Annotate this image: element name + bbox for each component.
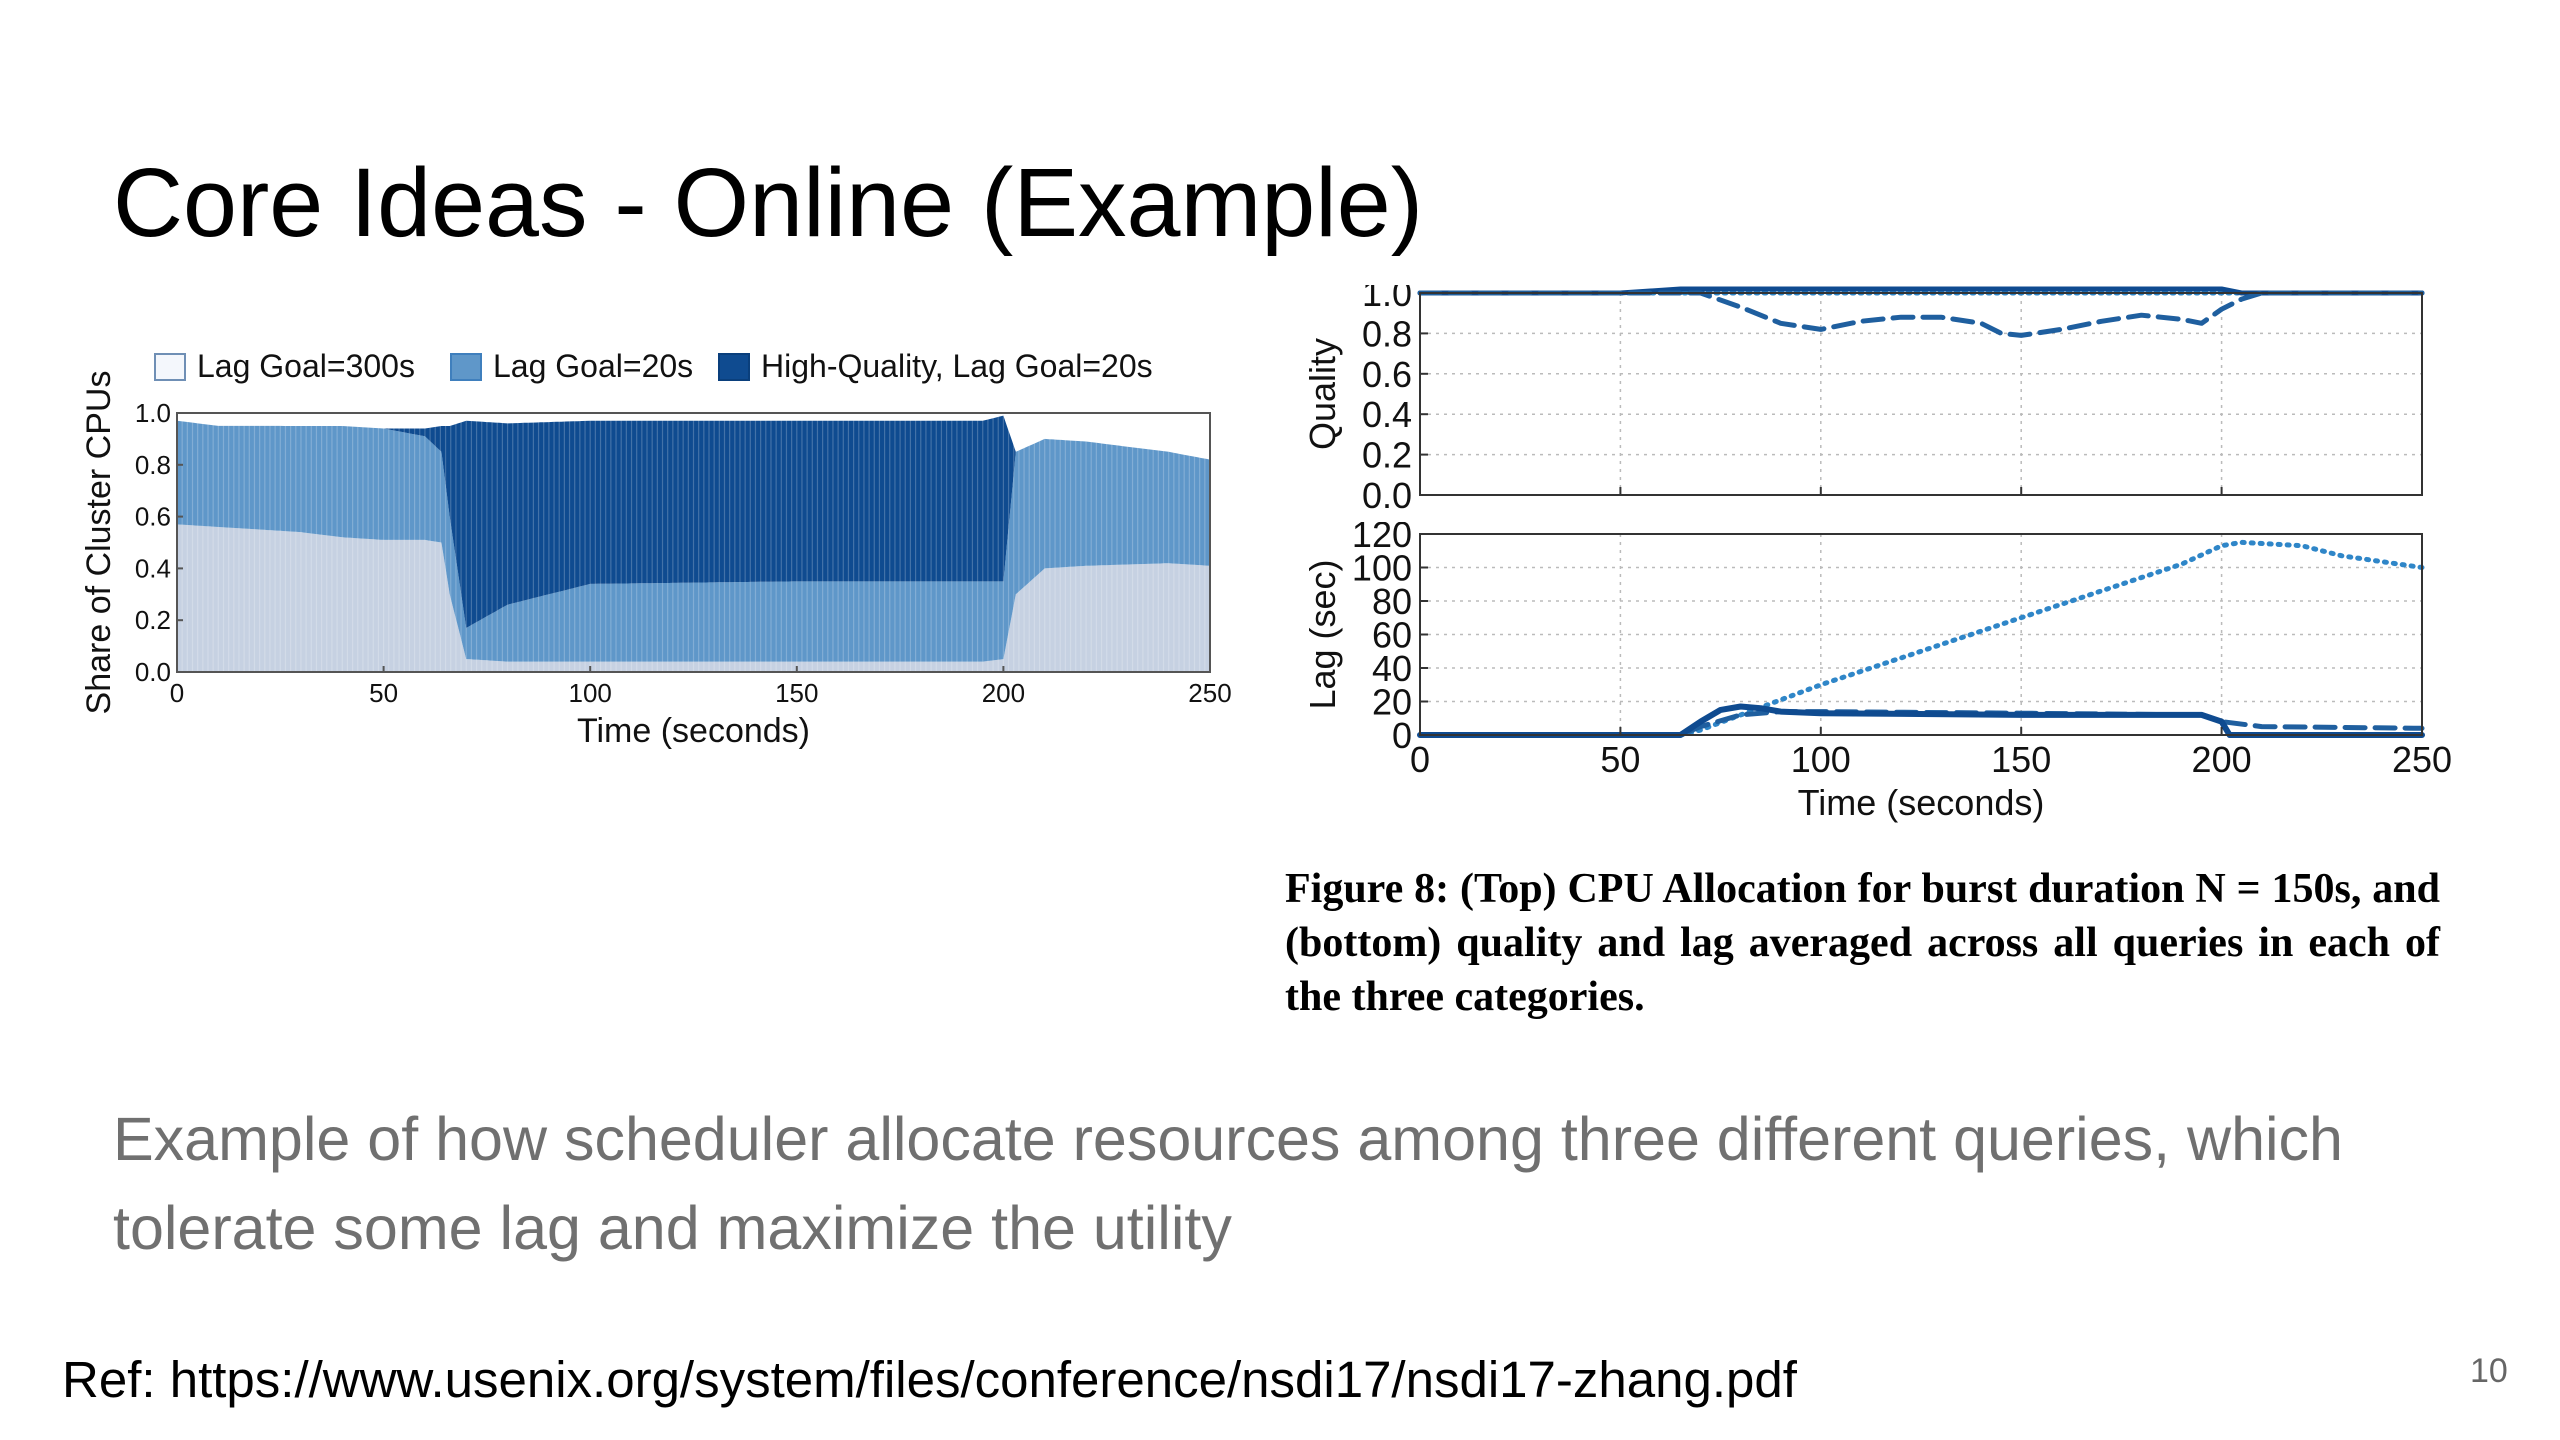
area-lag-goal-300s <box>177 524 1210 672</box>
y-tick-label: 120 <box>1352 522 1412 555</box>
lag-line-high-quality <box>1417 703 2425 738</box>
x-tick-label: 0 <box>1410 739 1430 780</box>
legend-entry: High-Quality, Lag Goal=20s <box>761 348 1153 384</box>
cpu-allocation-chart: Lag Goal=300s Lag Goal=20s High-Quality, L… <box>80 348 1232 750</box>
figure-caption: Figure 8: (Top) CPU Allocation for burst… <box>1285 866 2440 1020</box>
quality-chart: 0.00.20.40.60.81.0 Quality <box>1302 285 2425 510</box>
y-axis-label: Quality <box>1302 338 1343 450</box>
y-tick-label: 100 <box>1352 548 1412 589</box>
y-tick-label: 0.0 <box>135 657 171 687</box>
slide-title: Core Ideas - Online (Example) <box>113 148 1424 257</box>
legend-entry: Lag Goal=300s <box>197 348 415 384</box>
y-tick-label: 40 <box>1372 648 1412 689</box>
x-tick-label: 150 <box>1991 739 2051 780</box>
y-axis-label: Lag (sec) <box>1302 559 1343 709</box>
x-tick-label: 0 <box>170 678 184 708</box>
y-tick-label: 0.6 <box>1362 354 1412 395</box>
reference-link[interactable]: Ref: https://www.usenix.org/system/files… <box>62 1351 1797 1408</box>
legend-entry: Lag Goal=20s <box>493 348 693 384</box>
y-tick-label: 0.4 <box>135 553 171 583</box>
plot-frame <box>1419 292 2423 496</box>
y-tick-label: 0 <box>1392 715 1412 756</box>
area-lag-goal-20s <box>177 420 1210 662</box>
y-tick-label: 1.0 <box>135 398 171 428</box>
legend-swatch <box>450 353 482 381</box>
y-tick-label: 80 <box>1372 581 1412 622</box>
plot-frame <box>1419 533 2423 736</box>
y-tick-label: 1.0 <box>1362 285 1412 314</box>
y-tick-label: 60 <box>1372 615 1412 656</box>
page-number: 10 <box>2470 1352 2508 1390</box>
y-tick-label: 0.8 <box>1362 313 1412 354</box>
y-tick-label: 0.8 <box>135 450 171 480</box>
y-tick-label: 20 <box>1372 682 1412 723</box>
x-tick-label: 200 <box>982 678 1025 708</box>
y-tick-label: 0.0 <box>1362 475 1412 510</box>
y-tick-label: 0.2 <box>135 605 171 635</box>
x-tick-label: 150 <box>775 678 818 708</box>
y-tick-label: 0.2 <box>1362 435 1412 476</box>
slide-body-text: Example of how scheduler allocate resour… <box>113 1105 2343 1262</box>
x-tick-label: 50 <box>1600 739 1640 780</box>
quality-line-high-quality <box>1417 290 2425 338</box>
plot-frame <box>176 412 1211 673</box>
x-axis-label: Time (seconds) <box>577 712 810 750</box>
x-axis-label: Time (seconds) <box>1798 782 2045 823</box>
x-tick-label: 200 <box>2192 739 2252 780</box>
x-tick-label: 100 <box>569 678 612 708</box>
x-tick-label: 50 <box>369 678 398 708</box>
x-tick-label: 250 <box>2392 739 2452 780</box>
x-tick-label: 100 <box>1791 739 1851 780</box>
y-tick-label: 0.6 <box>135 502 171 532</box>
y-axis-label: Share of Cluster CPUs <box>80 371 118 715</box>
x-tick-label: 250 <box>1188 678 1231 708</box>
y-tick-label: 0.4 <box>1362 394 1412 435</box>
legend-swatch <box>154 353 186 381</box>
area-high-quality-lag-goal-20s <box>177 415 1210 628</box>
lag-line-lag-goal-300s <box>1417 539 2425 738</box>
legend-swatch <box>718 353 750 381</box>
